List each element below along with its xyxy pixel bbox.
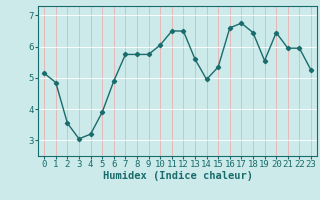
X-axis label: Humidex (Indice chaleur): Humidex (Indice chaleur) — [103, 171, 252, 181]
